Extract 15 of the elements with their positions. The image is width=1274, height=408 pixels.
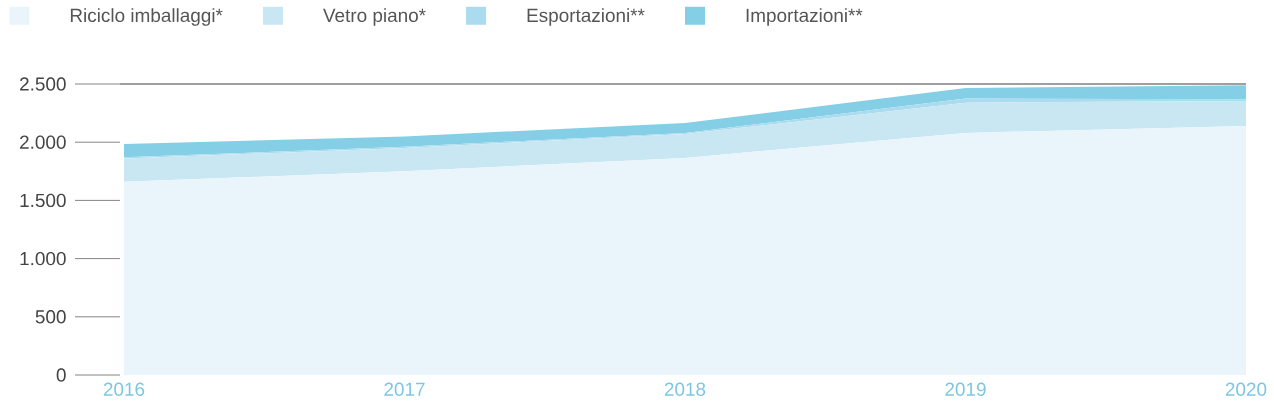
x-tick-label: 2017 — [384, 382, 425, 396]
legend-label: Riciclo imballaggi* — [70, 8, 223, 26]
x-tick-label: 2020 — [1225, 382, 1267, 396]
legend-label: Esportazioni** — [527, 8, 645, 26]
legend-label: Importazioni** — [746, 8, 863, 26]
x-tick-label: 2016 — [103, 382, 145, 396]
y-tick-label: 2.500 — [20, 77, 66, 91]
y-tick-label: 1.000 — [20, 251, 66, 266]
y-tick-label: 500 — [35, 310, 66, 324]
y-tick-label: 0 — [56, 368, 66, 382]
x-tick-label: 2018 — [664, 382, 706, 396]
x-tick-label: 2019 — [945, 382, 986, 396]
legend-label: Vetro piano* — [323, 8, 426, 26]
y-tick-label: 2.000 — [20, 135, 66, 149]
y-tick-label: 1.500 — [20, 193, 66, 208]
